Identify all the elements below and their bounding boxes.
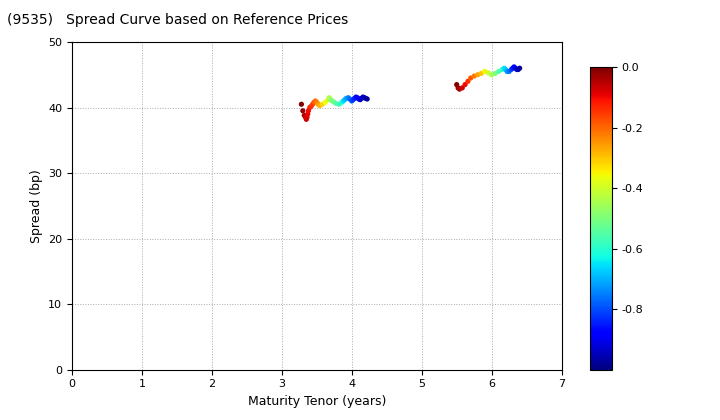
Point bbox=[511, 66, 523, 73]
Point bbox=[299, 112, 310, 119]
Point bbox=[500, 66, 511, 73]
Point bbox=[301, 114, 312, 121]
Point bbox=[469, 73, 480, 79]
Point bbox=[496, 66, 508, 73]
Point bbox=[344, 96, 356, 102]
Point bbox=[323, 96, 334, 103]
Point bbox=[300, 114, 311, 121]
Point bbox=[503, 68, 515, 75]
Point bbox=[310, 97, 321, 104]
Point bbox=[305, 103, 317, 110]
Point bbox=[507, 65, 518, 71]
Point bbox=[341, 95, 352, 102]
Point bbox=[456, 84, 468, 91]
Point bbox=[312, 101, 324, 108]
Point bbox=[307, 101, 318, 108]
Point bbox=[311, 99, 323, 106]
Point bbox=[475, 70, 487, 77]
Point bbox=[339, 96, 351, 103]
Point bbox=[508, 63, 520, 70]
Point bbox=[357, 94, 369, 100]
Point bbox=[325, 96, 336, 103]
Point bbox=[330, 100, 342, 107]
Point bbox=[353, 96, 364, 102]
Point bbox=[348, 96, 359, 103]
Point bbox=[510, 65, 521, 71]
Point bbox=[336, 99, 348, 106]
Point bbox=[482, 69, 494, 76]
Point bbox=[356, 95, 367, 102]
Point bbox=[302, 108, 314, 114]
Point bbox=[343, 94, 354, 101]
Point bbox=[472, 71, 483, 78]
Point bbox=[320, 99, 331, 106]
Point bbox=[501, 68, 513, 75]
Point bbox=[465, 75, 477, 81]
Point bbox=[361, 96, 373, 102]
Point bbox=[338, 97, 349, 104]
Y-axis label: Spread (bp): Spread (bp) bbox=[30, 169, 42, 243]
Point bbox=[328, 99, 340, 106]
Point bbox=[451, 81, 462, 88]
Point bbox=[300, 116, 312, 123]
X-axis label: Maturity Tenor (years): Maturity Tenor (years) bbox=[248, 395, 386, 408]
Point bbox=[348, 95, 360, 102]
Point bbox=[317, 101, 328, 108]
Point bbox=[462, 78, 474, 85]
Point bbox=[314, 102, 325, 109]
Point bbox=[514, 65, 526, 71]
Point bbox=[493, 68, 505, 75]
Point bbox=[490, 70, 501, 77]
Point bbox=[452, 84, 464, 91]
Point bbox=[498, 65, 510, 71]
Point bbox=[486, 71, 498, 78]
Point bbox=[308, 99, 320, 106]
Point bbox=[304, 104, 315, 111]
Point bbox=[513, 66, 524, 73]
Point bbox=[354, 96, 366, 103]
Point bbox=[359, 94, 370, 101]
Point bbox=[333, 101, 345, 108]
Point bbox=[297, 108, 309, 114]
Point bbox=[302, 111, 313, 118]
Point bbox=[459, 81, 471, 88]
Text: (9535)   Spread Curve based on Reference Prices: (9535) Spread Curve based on Reference P… bbox=[7, 13, 348, 26]
Point bbox=[323, 94, 335, 101]
Point bbox=[360, 95, 372, 102]
Point bbox=[296, 101, 307, 108]
Point bbox=[479, 68, 490, 75]
Point bbox=[351, 94, 363, 101]
Point bbox=[346, 97, 358, 104]
Point bbox=[350, 94, 361, 100]
Point bbox=[326, 97, 338, 104]
Point bbox=[505, 66, 517, 73]
Point bbox=[454, 86, 465, 92]
